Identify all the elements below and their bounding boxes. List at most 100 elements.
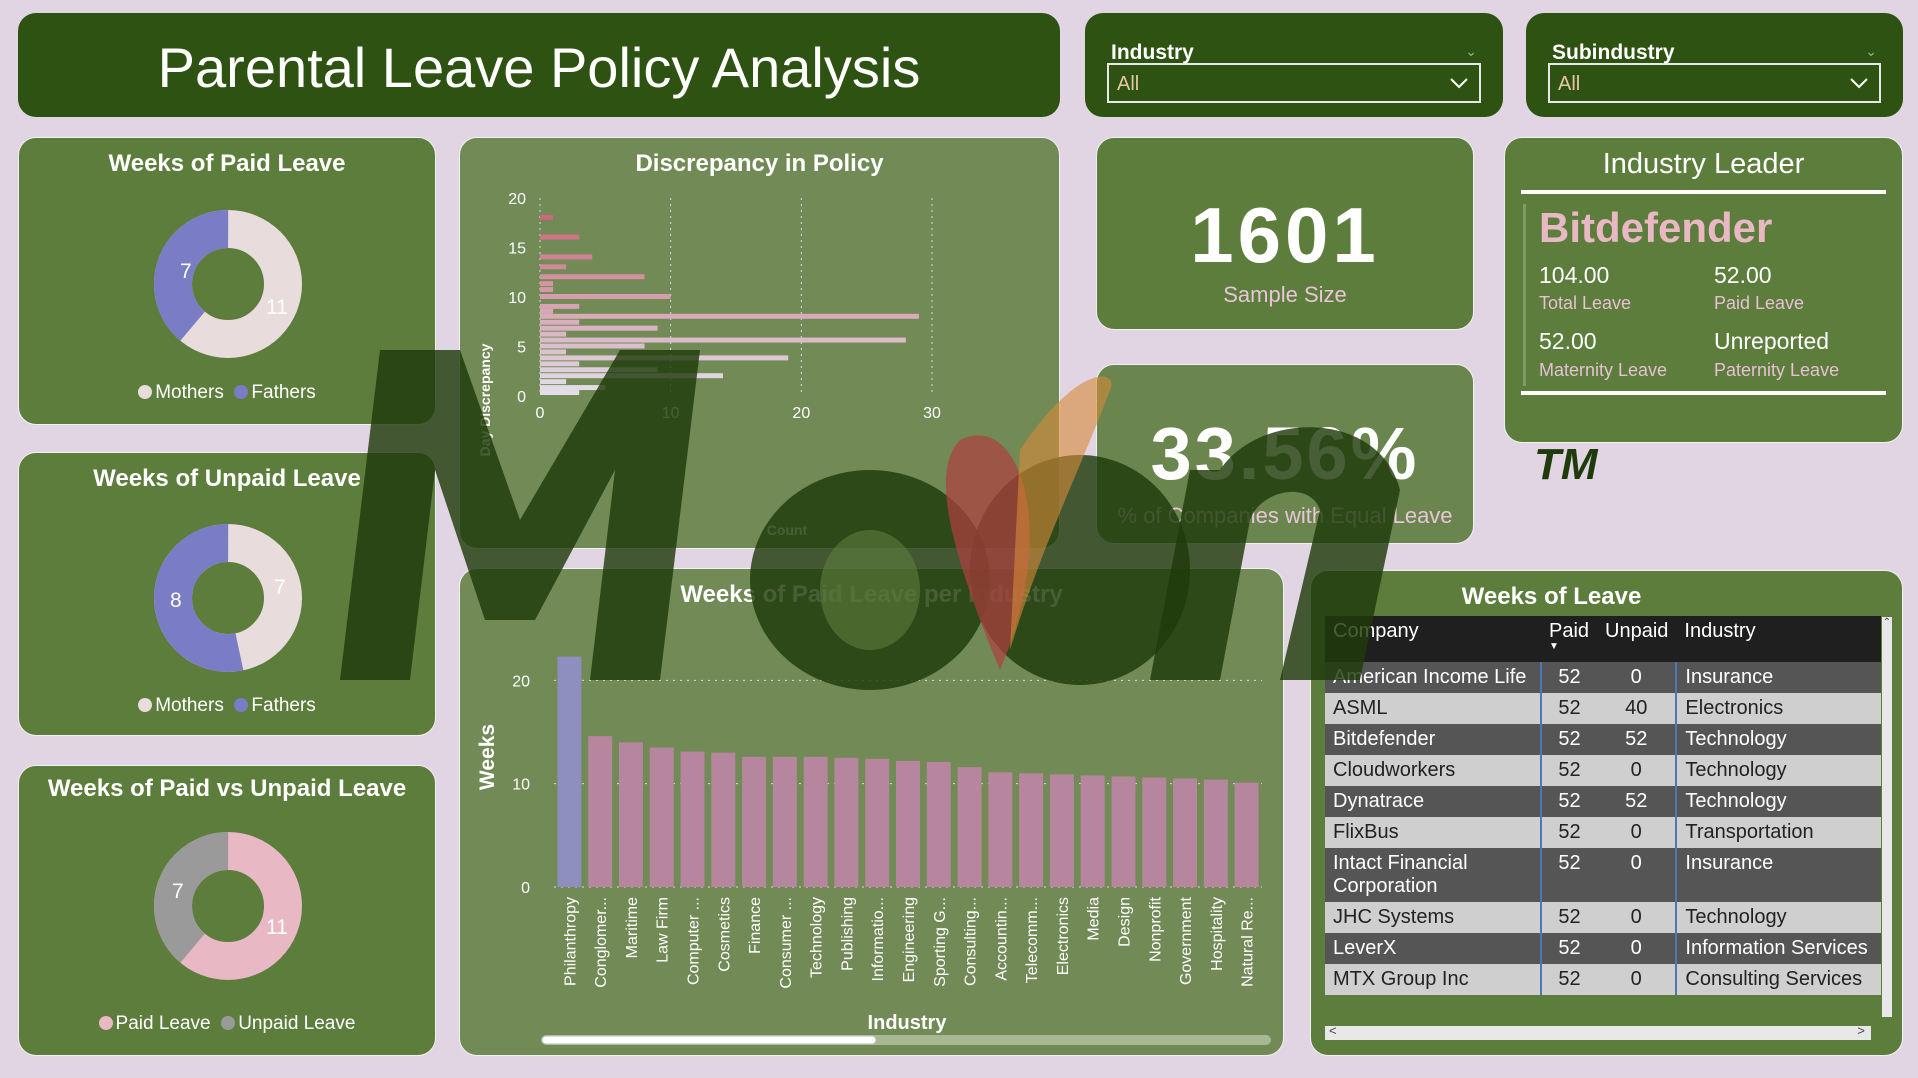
discrepancy-chart[interactable]: 0 10 20 30 0 5 10 15 20 Day Discrepancy Count [460, 138, 1060, 549]
industry-bar[interactable] [1203, 779, 1228, 887]
table-row[interactable]: ASML 52 40 Electronics [1325, 693, 1881, 724]
discrepancy-bar[interactable] [540, 331, 567, 337]
industry-dropdown[interactable]: All [1107, 63, 1481, 103]
industry-slicer[interactable]: Industry ⌄ All [1085, 13, 1503, 117]
industry-bar[interactable] [895, 760, 921, 887]
industry-bar-chart[interactable]: 0 10 20 Philanthropy Conglomer... Maritime La… [460, 569, 1284, 1056]
table-row[interactable]: MTX Group Inc 52 0 Consulting Services [1325, 964, 1881, 995]
discrepancy-bar[interactable] [540, 234, 580, 240]
industry-bar[interactable] [1080, 775, 1105, 887]
x-tick-label: Electronics [1055, 897, 1072, 975]
discrepancy-bar[interactable] [540, 264, 567, 270]
discrepancy-bar[interactable] [540, 349, 567, 355]
unpaid-leave-donut[interactable]: 8 7 [138, 508, 318, 688]
x-tick-label: Accountin... [993, 897, 1010, 981]
industry-bar[interactable] [1142, 777, 1167, 887]
paid-dot-icon [98, 1016, 113, 1030]
discrepancy-bar[interactable] [540, 379, 567, 385]
horizontal-scrollbar[interactable]: < > [1325, 1023, 1871, 1040]
discrepancy-bar[interactable] [540, 254, 593, 260]
industry-bar[interactable] [988, 772, 1013, 887]
discrepancy-bar[interactable] [540, 274, 645, 280]
divider [1521, 391, 1886, 395]
table-row[interactable]: LeverX 52 0 Information Services [1325, 933, 1881, 964]
discrepancy-bar[interactable] [540, 361, 580, 367]
x-tick-label: Consulting... [963, 897, 980, 986]
discrepancy-bar[interactable] [540, 319, 580, 325]
industry-bar[interactable] [1234, 782, 1259, 887]
table-row[interactable]: FlixBus 52 0 Transportation [1325, 817, 1881, 848]
industry-bar[interactable] [649, 747, 674, 888]
card-title: Discrepancy in Policy [635, 150, 884, 177]
column-header-unpaid[interactable]: Unpaid [1597, 616, 1677, 662]
fathers-value-label: 8 [170, 589, 182, 612]
discrepancy-bar[interactable] [540, 367, 658, 373]
industry-bar[interactable] [926, 761, 951, 887]
industry-chart-card: Weeks of Paid Leave per Industry 0 10 20 P… [459, 568, 1284, 1056]
table-row[interactable]: JHC Systems 52 0 Technology [1325, 902, 1881, 933]
scroll-right-icon[interactable]: > [1857, 1023, 1865, 1038]
table-viewport[interactable]: Company Paid ▼ Unpaid Industry American I… [1325, 616, 1881, 1024]
discrepancy-bar[interactable] [540, 294, 671, 299]
table-row[interactable]: Intact Financial Corporation 52 0 Insurance [1325, 848, 1881, 902]
industry-bar[interactable] [557, 656, 582, 887]
chevron-down-icon[interactable]: ⌄ [1465, 43, 1477, 59]
industry-leader-card: Industry Leader Bitdefender 104.00 Total… [1504, 137, 1903, 443]
table-row[interactable]: Cloudworkers 52 0 Technology [1325, 755, 1881, 786]
cell-industry: Technology [1675, 724, 1881, 755]
industry-bar[interactable] [1173, 778, 1198, 888]
industry-bar[interactable] [865, 758, 890, 887]
subindustry-dropdown[interactable]: All [1548, 63, 1881, 103]
column-header-industry[interactable]: Industry [1676, 616, 1881, 662]
y-tick-label: 0 [521, 880, 530, 897]
legend: Paid Leave Unpaid Leave [19, 1013, 435, 1035]
discrepancy-bar[interactable] [540, 214, 554, 220]
discrepancy-bar[interactable] [540, 355, 789, 361]
column-header-paid[interactable]: Paid ▼ [1541, 616, 1598, 662]
discrepancy-bar[interactable] [540, 325, 658, 331]
industry-bar[interactable] [772, 756, 797, 887]
table-row[interactable]: American Income Life 52 0 Insurance [1325, 662, 1881, 693]
discrepancy-bar[interactable] [540, 281, 554, 287]
industry-bar[interactable] [1049, 774, 1074, 887]
industry-bar[interactable] [588, 736, 613, 887]
discrepancy-bar[interactable] [540, 343, 645, 349]
industry-bar[interactable] [618, 742, 643, 887]
vertical-scrollbar[interactable]: ⌃ [1882, 617, 1892, 1017]
discrepancy-bar[interactable] [540, 390, 580, 396]
x-tick-label: Hospitality [1209, 897, 1226, 971]
scrollbar-thumb[interactable] [541, 1035, 877, 1045]
industry-bar[interactable] [1019, 773, 1044, 887]
scroll-up-icon[interactable]: ⌃ [1882, 617, 1892, 628]
industry-bar[interactable] [957, 767, 982, 887]
discrepancy-bar[interactable] [540, 373, 723, 379]
cell-industry: Technology [1675, 786, 1881, 817]
table-row[interactable]: Bitdefender 52 52 Technology [1325, 724, 1881, 755]
discrepancy-bar[interactable] [540, 303, 580, 309]
scroll-left-icon[interactable]: < [1329, 1023, 1337, 1038]
industry-dropdown-value: All [1117, 73, 1140, 95]
industry-bar[interactable] [680, 751, 705, 887]
industry-bar[interactable] [742, 756, 767, 887]
subindustry-slicer[interactable]: Subindustry ⌄ All [1526, 13, 1903, 117]
table-row[interactable]: Dynatrace 52 52 Technology [1325, 786, 1881, 817]
chevron-down-icon[interactable]: ⌄ [1865, 43, 1877, 59]
industry-bar[interactable] [711, 752, 736, 887]
x-tick-label: Finance [747, 897, 764, 954]
column-header-company[interactable]: Company [1325, 616, 1541, 662]
industry-bar[interactable] [834, 757, 859, 887]
discrepancy-bar[interactable] [540, 287, 554, 293]
paid-leave-donut[interactable]: 7 11 [138, 194, 318, 374]
industry-bar[interactable] [1111, 776, 1136, 887]
maternity-leave-label: Maternity Leave [1539, 360, 1668, 380]
cell-company: LeverX [1325, 933, 1541, 964]
discrepancy-bar[interactable] [540, 313, 919, 319]
discrepancy-bar[interactable] [540, 308, 554, 314]
fathers-dot-icon [234, 385, 249, 399]
cell-company: JHC Systems [1325, 902, 1541, 933]
industry-bar[interactable] [803, 756, 828, 887]
mothers-value-label: 7 [274, 576, 286, 599]
paid-vs-unpaid-donut[interactable]: 7 11 [138, 816, 318, 996]
discrepancy-bar[interactable] [540, 337, 906, 343]
discrepancy-bar[interactable] [540, 385, 606, 391]
